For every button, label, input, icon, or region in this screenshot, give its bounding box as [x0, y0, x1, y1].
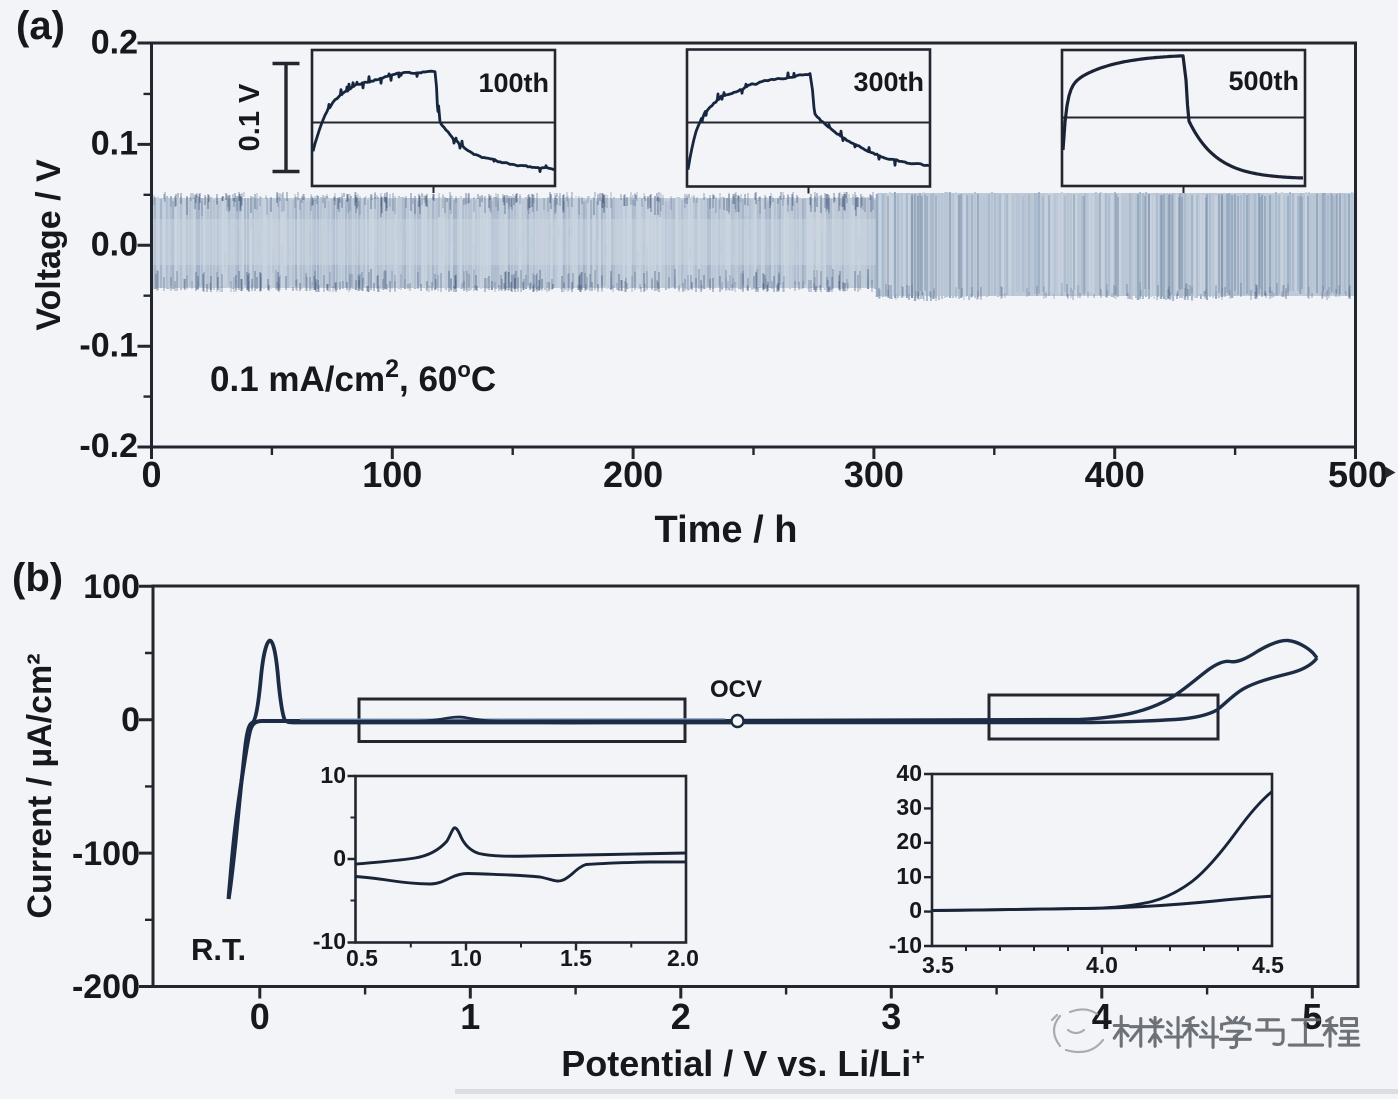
svg-text:300: 300	[844, 454, 904, 495]
svg-text:R.T.: R.T.	[191, 932, 246, 967]
svg-text:40: 40	[896, 760, 922, 786]
svg-text:Time / h: Time / h	[655, 509, 798, 551]
svg-text:(b): (b)	[12, 556, 63, 600]
svg-text:500th: 500th	[1228, 66, 1299, 96]
svg-text:4: 4	[1092, 996, 1112, 1037]
svg-text:100: 100	[83, 568, 140, 606]
svg-text:30: 30	[896, 794, 922, 820]
svg-text:10: 10	[896, 863, 922, 889]
svg-text:4.0: 4.0	[1086, 952, 1118, 978]
svg-text:1.5: 1.5	[560, 945, 592, 971]
svg-text:-10: -10	[889, 932, 922, 958]
svg-text:500: 500	[1328, 454, 1388, 495]
svg-text:0.1: 0.1	[91, 125, 138, 163]
svg-text:-0.1: -0.1	[79, 327, 138, 365]
svg-text:100: 100	[362, 454, 422, 495]
svg-text:1: 1	[460, 996, 480, 1037]
svg-text:0.1 mA/cm2, 60oC: 0.1 mA/cm2, 60oC	[210, 355, 496, 399]
svg-text:0: 0	[121, 701, 140, 739]
svg-text:0.1 V: 0.1 V	[234, 83, 266, 151]
svg-text:10: 10	[320, 762, 346, 788]
svg-text:200: 200	[603, 454, 663, 495]
svg-text:0: 0	[141, 454, 161, 495]
svg-text:Current / µA/cm²: Current / µA/cm²	[21, 653, 59, 918]
svg-text:-0.2: -0.2	[79, 427, 138, 465]
svg-text:-200: -200	[72, 968, 140, 1006]
svg-text:-100: -100	[72, 835, 140, 873]
svg-text:Voltage / V: Voltage / V	[30, 159, 68, 331]
svg-text:300th: 300th	[853, 67, 924, 97]
svg-text:0.2: 0.2	[91, 24, 138, 62]
svg-text:2.0: 2.0	[667, 945, 699, 971]
svg-text:5: 5	[1302, 996, 1322, 1037]
svg-text:-10: -10	[313, 928, 346, 954]
svg-text:0.0: 0.0	[91, 226, 138, 264]
svg-text:0: 0	[250, 996, 270, 1037]
svg-text:3: 3	[881, 996, 901, 1037]
svg-text:400: 400	[1085, 454, 1145, 495]
svg-text:4.5: 4.5	[1252, 952, 1284, 978]
svg-text:OCV: OCV	[710, 676, 762, 703]
svg-text:1.0: 1.0	[450, 945, 482, 971]
svg-text:2: 2	[671, 996, 691, 1037]
svg-text:0: 0	[909, 897, 922, 923]
svg-text:20: 20	[896, 828, 922, 854]
svg-text:Potential / V vs. Li/Li+: Potential / V vs. Li/Li+	[561, 1043, 925, 1084]
svg-text:0: 0	[333, 845, 346, 871]
svg-text:3.5: 3.5	[922, 952, 954, 978]
svg-text:(a): (a)	[16, 4, 65, 48]
svg-text:0.5: 0.5	[346, 945, 378, 971]
svg-text:100th: 100th	[478, 68, 549, 98]
